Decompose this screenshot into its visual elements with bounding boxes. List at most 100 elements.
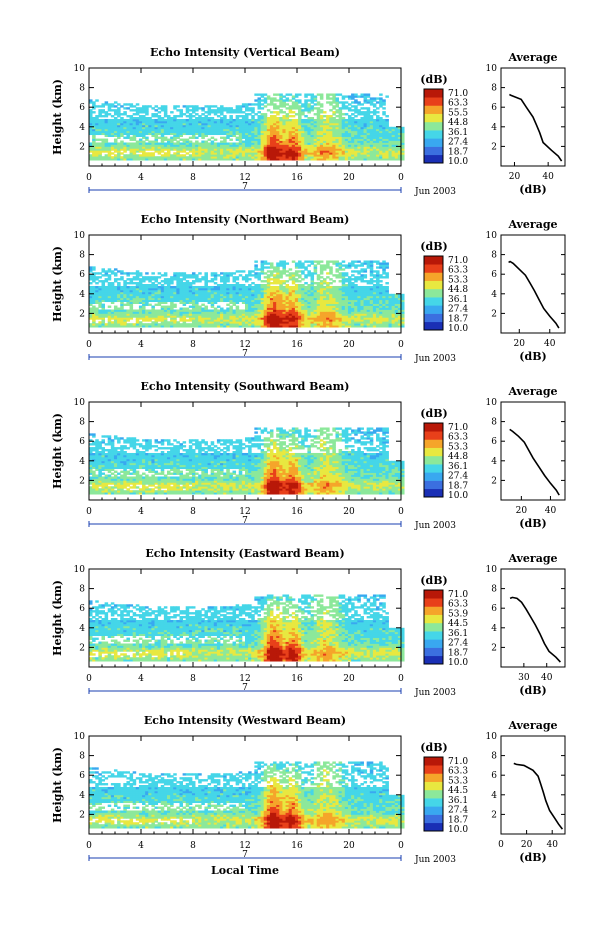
heatmap-cell	[204, 309, 208, 312]
heatmap-cell	[269, 126, 274, 130]
heatmap-cell	[248, 323, 252, 326]
heatmap-cell	[207, 152, 212, 155]
heatmap-cell	[273, 266, 277, 269]
heatmap-cell	[241, 115, 246, 118]
heatmap-cell	[248, 158, 252, 161]
heatmap-cell	[344, 132, 349, 136]
heatmap-cell	[223, 311, 227, 314]
heatmap-cell	[291, 158, 296, 161]
heatmap-cell	[301, 317, 305, 320]
heatmap-cell	[316, 299, 321, 303]
heatmap-cell	[351, 128, 355, 132]
heatmap-cell	[157, 117, 162, 120]
heatmap-cell	[191, 299, 196, 303]
heatmap-cell	[167, 115, 171, 118]
heatmap-cell	[335, 120, 339, 124]
heatmap-cell	[170, 313, 174, 316]
heatmap-cell	[329, 136, 333, 139]
heatmap-cell	[372, 289, 377, 293]
heatmap-cell	[145, 323, 149, 326]
heatmap-cell	[360, 311, 364, 314]
heatmap-cell	[160, 134, 165, 137]
heatmap-cell	[223, 132, 227, 136]
heatmap-cell	[123, 282, 127, 285]
heatmap-cell	[276, 309, 280, 312]
heatmap-cell	[341, 287, 346, 291]
heatmap-cell	[245, 315, 249, 318]
heatmap-cell	[123, 280, 127, 283]
heatmap-cell	[263, 126, 268, 130]
heatmap-cell	[235, 291, 240, 295]
heatmap-cell	[285, 142, 290, 145]
heatmap-cell	[207, 107, 212, 110]
heatmap-cell	[310, 128, 315, 132]
heatmap-cell	[170, 323, 174, 326]
heatmap-cell	[229, 321, 233, 324]
heatmap-cell	[110, 325, 115, 328]
heatmap-cell	[238, 132, 243, 136]
heatmap-cell	[170, 303, 174, 306]
heatmap-cell	[326, 138, 330, 141]
heatmap-cell	[316, 323, 321, 326]
heatmap-cell	[167, 144, 171, 147]
heatmap-cell	[263, 313, 268, 316]
heatmap-cell	[220, 109, 224, 112]
heatmap-cell	[251, 270, 255, 273]
heatmap-cell	[366, 140, 371, 143]
heatmap-cell	[319, 120, 324, 124]
heatmap-cell	[170, 144, 174, 147]
heatmap-cell	[319, 309, 324, 312]
heatmap-cell	[401, 146, 405, 149]
heatmap-cell	[98, 105, 102, 108]
heatmap-cell	[223, 115, 227, 118]
heatmap-cell	[347, 134, 352, 137]
heatmap-cell	[363, 142, 368, 145]
heatmap-cell	[338, 295, 343, 299]
heatmap-cell	[176, 297, 180, 301]
heatmap-cell	[204, 285, 208, 289]
heatmap-cell	[369, 264, 374, 267]
heatmap-cell	[235, 276, 240, 279]
heatmap-cell	[338, 319, 343, 322]
heatmap-cell	[401, 152, 405, 155]
heatmap-cell	[154, 295, 159, 299]
heatmap-cell	[335, 158, 339, 161]
heatmap-cell	[279, 301, 283, 304]
heatmap-cell	[229, 293, 233, 297]
heatmap-cell	[338, 154, 343, 157]
heatmap-cell	[241, 299, 246, 303]
heatmap-cell	[216, 311, 221, 314]
heatmap-cell	[176, 313, 180, 316]
heatmap-cell	[216, 299, 221, 303]
heatmap-cell	[369, 305, 374, 308]
heatmap-cell	[170, 154, 174, 157]
heatmap-cell	[163, 107, 168, 110]
heatmap-cell	[132, 128, 137, 132]
heatmap-cell	[167, 156, 171, 159]
heatmap-cell	[279, 148, 283, 151]
heatmap-cell	[332, 113, 336, 116]
heatmap-cell	[323, 152, 327, 155]
heatmap-cell	[351, 313, 355, 316]
heatmap-cell	[185, 323, 190, 326]
heatmap-cell	[298, 146, 302, 149]
heatmap-cell	[129, 282, 134, 285]
heatmap-cell	[126, 142, 130, 145]
heatmap-cell	[266, 285, 271, 289]
heatmap-cell	[142, 130, 146, 134]
heatmap-cell	[347, 284, 352, 287]
heatmap-cell	[210, 120, 215, 124]
heatmap-cell	[107, 305, 112, 308]
heatmap-cell	[204, 282, 208, 285]
heatmap-cell	[279, 128, 283, 132]
heatmap-cell	[173, 317, 177, 320]
heatmap-cell	[167, 117, 171, 120]
heatmap-cell	[273, 111, 277, 114]
heatmap-cell	[319, 150, 324, 153]
heatmap-cell	[366, 132, 371, 136]
heatmap-cell	[291, 134, 296, 137]
heatmap-cell	[120, 325, 124, 328]
heatmap-cell	[313, 144, 318, 147]
heatmap-cell	[104, 270, 109, 273]
heatmap-cell	[113, 307, 118, 310]
